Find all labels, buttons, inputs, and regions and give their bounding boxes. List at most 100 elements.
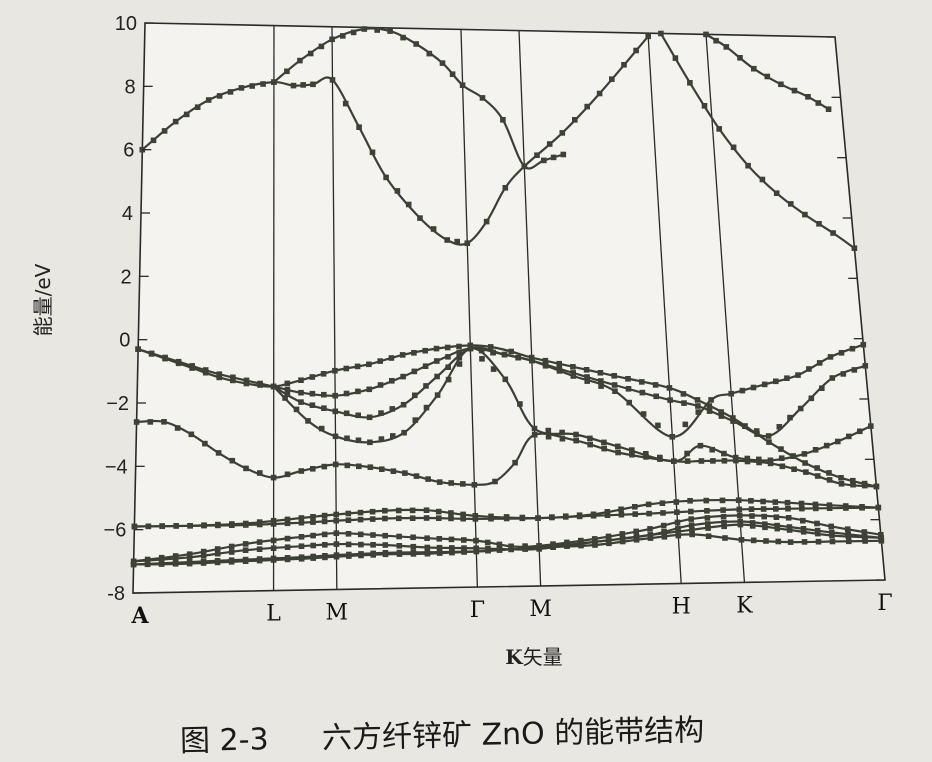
band-point xyxy=(424,550,431,557)
band-point xyxy=(161,419,167,425)
band-point xyxy=(172,555,179,562)
band-point xyxy=(473,545,479,552)
kpoint-line xyxy=(518,30,542,586)
band-point xyxy=(270,517,277,524)
band-point xyxy=(411,350,417,356)
band-point xyxy=(342,100,349,107)
band-point xyxy=(633,47,639,54)
x-axis-title-bold: K xyxy=(505,645,523,669)
band-point xyxy=(684,458,691,464)
band-point xyxy=(444,344,451,351)
band-point xyxy=(619,531,626,537)
band-point xyxy=(389,378,395,384)
band-point xyxy=(216,93,223,99)
band-point xyxy=(321,531,328,538)
band-point xyxy=(669,434,676,440)
band-point xyxy=(559,429,565,436)
band-point xyxy=(797,405,804,412)
band-point xyxy=(284,556,291,563)
band-point xyxy=(814,473,821,479)
band-point xyxy=(388,355,395,361)
band-point xyxy=(344,435,350,442)
band-series xyxy=(271,26,567,170)
caption-prefix: 图 2-3 xyxy=(180,722,269,759)
band-point xyxy=(150,137,157,144)
band-point xyxy=(647,535,654,541)
band-point xyxy=(318,43,325,50)
band-point xyxy=(791,87,798,94)
band-point xyxy=(284,520,291,527)
band-point xyxy=(703,497,710,504)
band-point xyxy=(332,392,338,399)
band-point xyxy=(730,144,737,151)
band-point xyxy=(243,377,250,384)
kpoint-label: H xyxy=(672,595,691,620)
band-point xyxy=(396,533,402,540)
band-point xyxy=(387,28,393,34)
band-point xyxy=(454,238,460,245)
band-point xyxy=(329,77,336,83)
band-point xyxy=(619,535,626,542)
band-point xyxy=(745,162,751,169)
band-point xyxy=(332,367,338,374)
band-point xyxy=(701,103,708,109)
band-point xyxy=(300,82,306,88)
band-point xyxy=(215,450,222,456)
band-point xyxy=(412,392,418,399)
band-point xyxy=(698,458,705,464)
band-point xyxy=(229,522,235,528)
band-point xyxy=(860,341,867,348)
band-point xyxy=(485,547,491,554)
band-point xyxy=(439,60,446,66)
band-point xyxy=(756,456,762,463)
band-point xyxy=(503,515,510,522)
band-point xyxy=(374,27,380,33)
band-point xyxy=(846,538,852,545)
band-point xyxy=(723,44,730,50)
band-point xyxy=(633,537,640,543)
band-point xyxy=(492,478,498,485)
band-point xyxy=(819,385,825,391)
band-point xyxy=(445,354,451,360)
band-point xyxy=(802,460,808,466)
band-point xyxy=(785,505,791,512)
band-point xyxy=(767,457,774,464)
band-point xyxy=(433,345,440,352)
band-point xyxy=(382,507,388,514)
band-point xyxy=(345,531,352,537)
band-point xyxy=(721,450,727,457)
band-point xyxy=(508,546,514,553)
band-point xyxy=(242,558,249,564)
band-point xyxy=(502,185,509,191)
band-point xyxy=(736,506,743,513)
y-tick-label: 0 xyxy=(119,330,130,352)
band-point xyxy=(772,499,779,505)
band-point xyxy=(430,226,437,232)
band-point xyxy=(629,451,635,458)
band-point xyxy=(536,544,542,551)
band-point xyxy=(773,506,779,512)
band-point xyxy=(329,36,335,43)
band-point xyxy=(473,548,480,555)
band-point xyxy=(542,357,549,364)
band-point xyxy=(640,411,647,417)
band-point xyxy=(321,518,328,525)
band-point xyxy=(461,545,467,551)
band-point xyxy=(369,508,376,515)
band-point xyxy=(242,547,249,553)
band-point xyxy=(605,537,612,543)
y-tick-label: −6 xyxy=(104,520,127,542)
band-point xyxy=(728,390,734,397)
band-point xyxy=(379,466,385,472)
band-point xyxy=(175,358,182,365)
band-point xyxy=(545,427,552,434)
band-point xyxy=(521,163,528,170)
band-point xyxy=(643,454,649,460)
band-point xyxy=(814,527,821,534)
band-point xyxy=(186,560,193,567)
band-point xyxy=(773,190,780,196)
band-point xyxy=(333,541,340,547)
band-point xyxy=(242,541,249,547)
band-point xyxy=(694,397,701,403)
band-point xyxy=(759,176,766,183)
